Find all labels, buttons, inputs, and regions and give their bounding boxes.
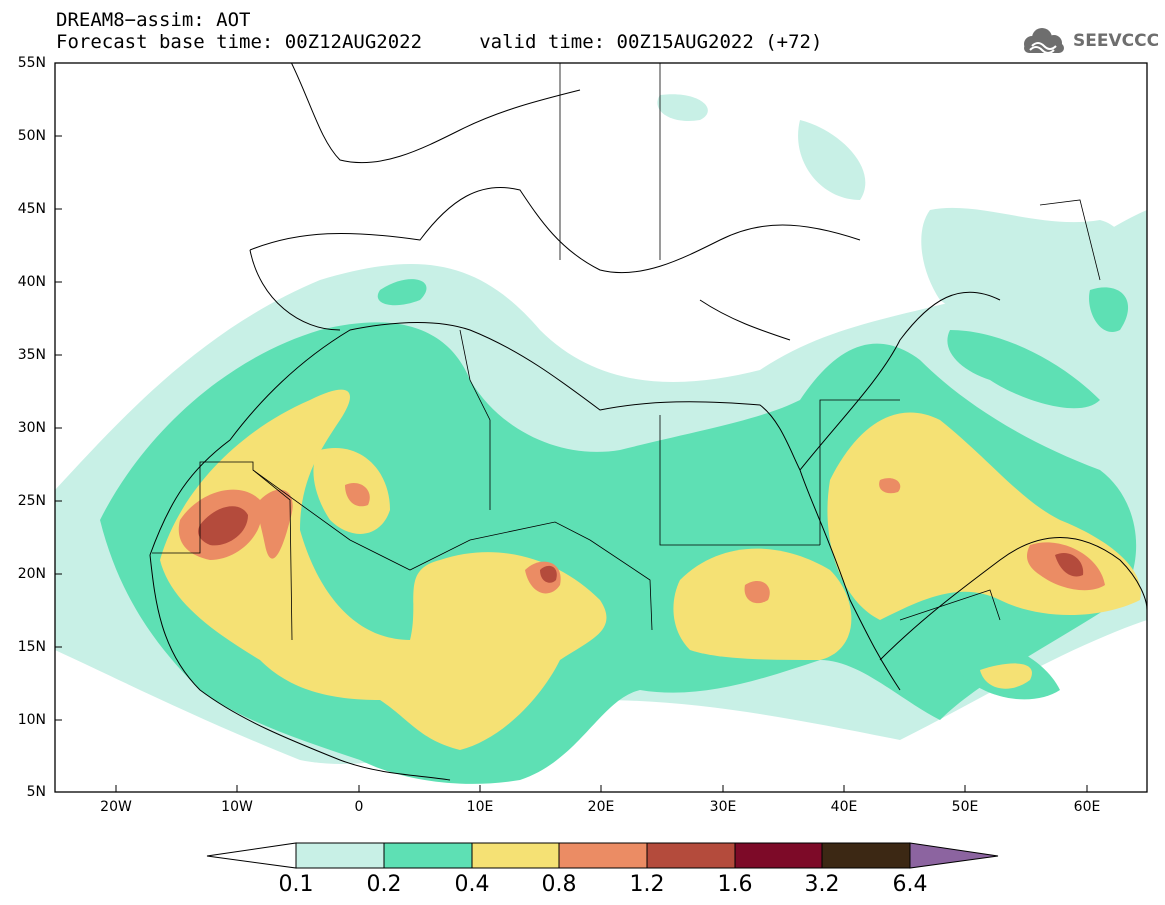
lon-label: 10E xyxy=(466,799,494,815)
colorbar-box-4 xyxy=(558,842,648,869)
lat-label: 30N xyxy=(17,420,46,436)
aot-band-1.2 xyxy=(198,506,1084,583)
lon-label: 0 xyxy=(354,799,364,815)
lon-label: 60E xyxy=(1073,799,1101,815)
lon-label: 10W xyxy=(221,799,253,815)
colorbar-label: 0.8 xyxy=(541,872,577,897)
axis-ticks xyxy=(55,135,1088,792)
lon-label: 50E xyxy=(951,799,979,815)
lat-label: 5N xyxy=(26,784,46,800)
lat-label: 20N xyxy=(17,566,46,582)
lon-label: 20W xyxy=(100,799,132,815)
lon-label: 40E xyxy=(830,799,858,815)
colorbar-box-1 xyxy=(295,842,385,869)
seevccc-logo xyxy=(1024,28,1064,54)
lat-label: 10N xyxy=(17,712,46,728)
lat-label: 45N xyxy=(17,201,46,217)
colorbar-box-5 xyxy=(646,842,736,869)
lon-label: 30E xyxy=(709,799,737,815)
colorbar-label: 3.2 xyxy=(804,872,840,897)
colorbar-under xyxy=(206,842,297,869)
plot-title: DREAM8−assim: AOT xyxy=(56,9,251,31)
borders xyxy=(152,63,1101,641)
colorbar-label: 0.1 xyxy=(278,872,314,897)
colorbar-label: 0.2 xyxy=(366,872,402,897)
lat-label: 40N xyxy=(17,274,46,290)
colorbar-box-6 xyxy=(734,842,823,869)
logo-text: SEEVCCC xyxy=(1073,31,1160,51)
lat-label: 55N xyxy=(17,55,46,71)
colorbar-over xyxy=(909,842,999,869)
lat-label: 35N xyxy=(17,347,46,363)
colorbar-label: 1.2 xyxy=(629,872,665,897)
colorbar xyxy=(206,842,999,869)
lat-label: 25N xyxy=(17,493,46,509)
colorbar-label: 0.4 xyxy=(454,872,490,897)
lat-label: 50N xyxy=(17,128,46,144)
colorbar-box-7 xyxy=(821,842,911,869)
lat-label: 15N xyxy=(17,639,46,655)
coastlines xyxy=(149,63,1147,781)
aot-field xyxy=(55,94,1147,784)
colorbar-label: 6.4 xyxy=(892,872,928,897)
lon-label: 20E xyxy=(587,799,615,815)
colorbar-box-3 xyxy=(471,842,560,869)
colorbar-box-2 xyxy=(383,842,473,869)
forecast-time-line: Forecast base time: 00Z12AUG2022 valid t… xyxy=(56,31,823,53)
colorbar-label: 1.6 xyxy=(717,872,753,897)
